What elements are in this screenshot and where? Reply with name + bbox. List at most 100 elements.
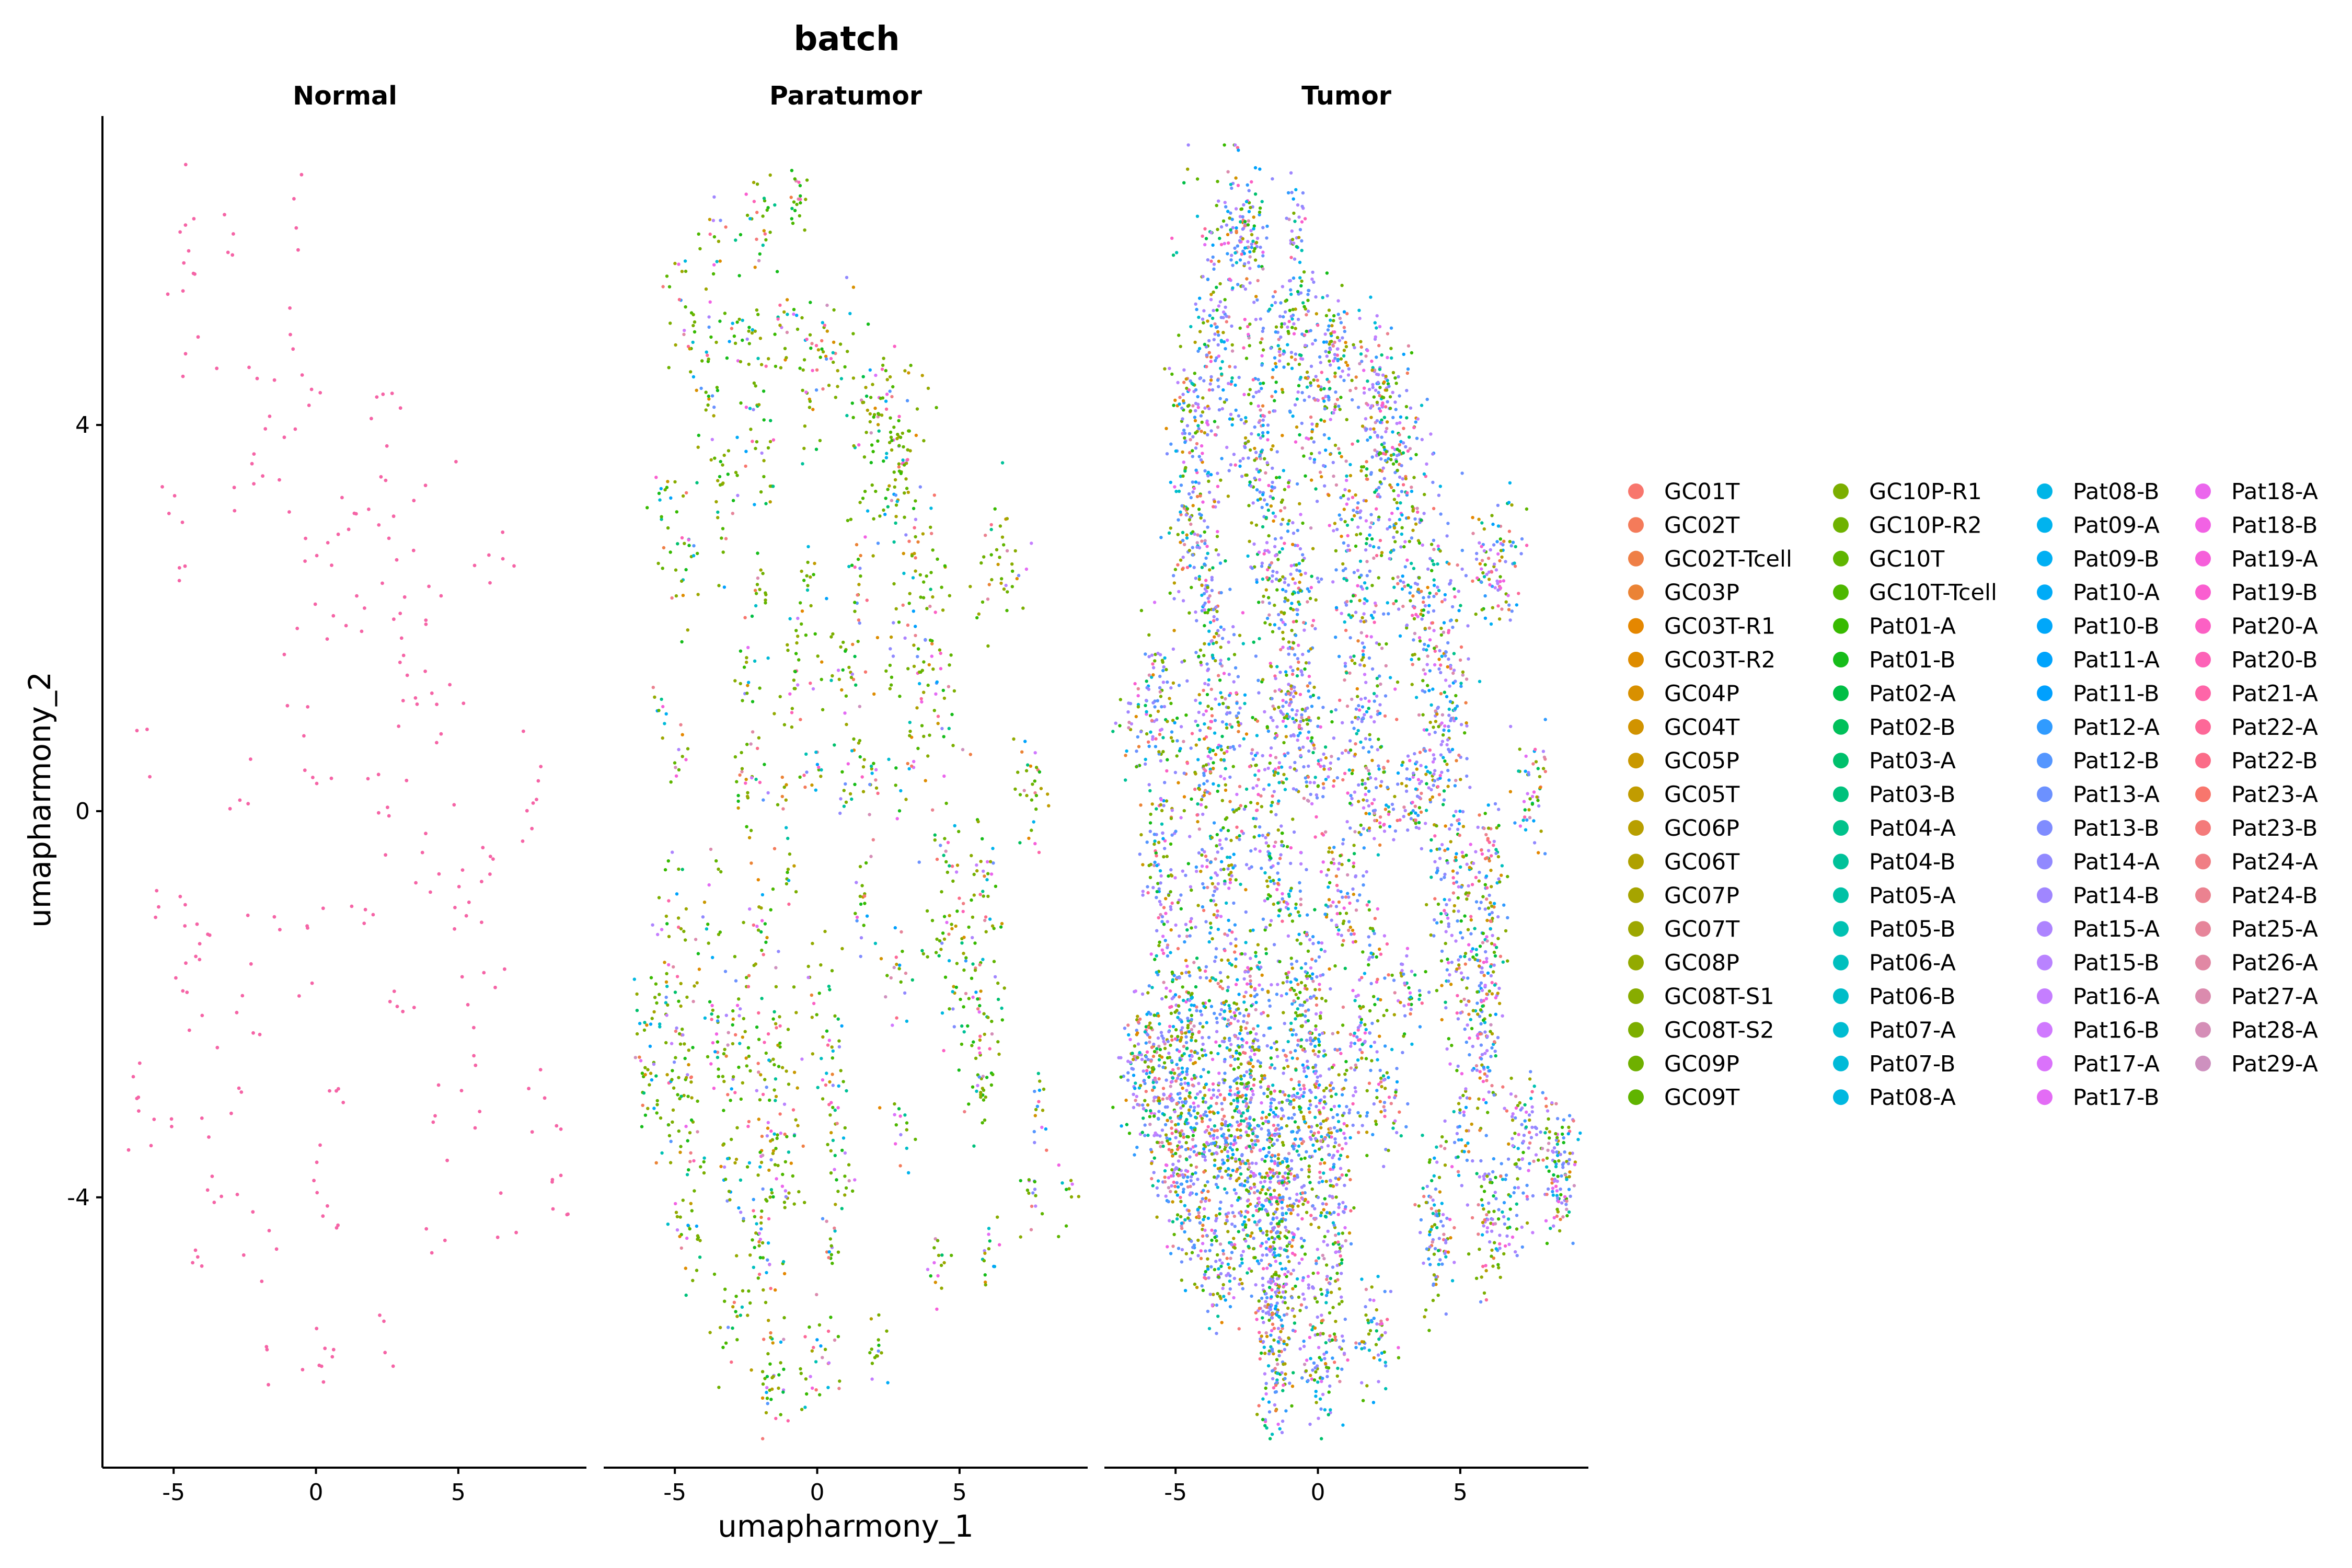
data-point <box>1204 579 1208 582</box>
data-point <box>1402 580 1405 584</box>
data-point <box>1377 518 1380 522</box>
data-point <box>177 566 181 570</box>
data-point <box>983 918 987 923</box>
data-point <box>1228 723 1232 727</box>
data-point <box>371 913 375 917</box>
data-point <box>1235 701 1239 705</box>
data-point <box>1229 211 1232 215</box>
data-point <box>874 768 878 771</box>
data-point <box>1317 580 1321 584</box>
data-point <box>788 852 792 856</box>
data-point <box>1382 612 1386 616</box>
data-point <box>1287 691 1290 696</box>
data-point <box>853 601 857 604</box>
data-point <box>1200 798 1204 802</box>
data-point <box>1334 636 1338 639</box>
data-point <box>1250 243 1253 246</box>
data-point <box>1396 506 1400 511</box>
data-point <box>885 378 889 382</box>
data-point <box>987 1232 990 1236</box>
data-point <box>1159 695 1163 698</box>
data-point <box>746 684 750 687</box>
data-point <box>845 1089 848 1093</box>
data-point <box>971 1085 975 1089</box>
data-point <box>1241 457 1245 460</box>
data-point <box>817 991 821 995</box>
data-point <box>1253 773 1257 777</box>
data-point <box>671 850 674 854</box>
data-point <box>1025 1189 1030 1192</box>
data-point <box>677 1129 681 1133</box>
data-point <box>706 403 710 407</box>
data-point <box>1209 720 1214 723</box>
data-point <box>1185 507 1190 511</box>
data-point <box>773 1010 776 1014</box>
data-point <box>810 993 814 997</box>
data-point <box>1217 408 1221 412</box>
data-point <box>763 1041 766 1044</box>
data-point <box>878 514 882 518</box>
data-point <box>1213 420 1217 423</box>
data-point <box>1363 782 1367 786</box>
data-point <box>1293 685 1296 689</box>
data-point <box>892 540 896 544</box>
data-point <box>1198 534 1202 538</box>
data-point <box>906 448 909 452</box>
data-point <box>1373 448 1377 452</box>
data-point <box>1440 740 1445 743</box>
data-point <box>1018 793 1022 797</box>
data-point <box>1208 727 1212 730</box>
data-point <box>894 515 898 518</box>
data-point <box>680 270 684 273</box>
data-point <box>1502 579 1506 583</box>
data-point <box>1373 490 1377 494</box>
data-point <box>1203 539 1207 543</box>
data-point <box>808 1325 811 1329</box>
data-point <box>1281 587 1285 592</box>
data-point <box>719 218 722 222</box>
data-point <box>1206 585 1209 590</box>
data-point <box>948 594 952 597</box>
data-point <box>871 838 875 841</box>
data-point <box>1207 608 1210 612</box>
data-point <box>1315 796 1319 800</box>
data-point <box>1300 713 1304 717</box>
data-point <box>424 622 428 626</box>
data-point <box>937 954 941 958</box>
data-point <box>1299 284 1303 287</box>
data-point <box>978 963 982 967</box>
data-point <box>981 1075 985 1078</box>
data-point <box>982 869 985 873</box>
data-point <box>1330 340 1333 343</box>
data-point <box>1426 610 1430 614</box>
data-point <box>786 836 790 840</box>
data-point <box>823 324 827 327</box>
data-point <box>1254 240 1259 245</box>
data-point <box>649 976 653 979</box>
data-point <box>1261 525 1265 529</box>
data-point <box>1261 423 1265 427</box>
data-point <box>675 1026 678 1030</box>
data-point <box>769 1188 774 1192</box>
data-point <box>681 1033 685 1037</box>
data-point <box>1373 811 1376 815</box>
data-point <box>895 962 898 966</box>
data-point <box>1259 382 1262 385</box>
data-point <box>1179 540 1182 544</box>
data-point <box>872 692 876 696</box>
data-point <box>1177 781 1180 785</box>
data-point <box>1273 736 1277 740</box>
data-point <box>1206 683 1210 687</box>
data-point <box>1407 435 1411 439</box>
data-point <box>1212 308 1215 313</box>
data-point <box>1197 481 1201 485</box>
data-point <box>1398 634 1402 638</box>
data-point <box>992 1264 996 1269</box>
data-point <box>435 741 439 745</box>
data-point <box>713 1050 717 1054</box>
data-point <box>746 1046 751 1050</box>
data-point <box>1527 773 1531 777</box>
data-point <box>889 635 893 639</box>
data-point <box>1439 671 1443 675</box>
data-point <box>1406 754 1410 758</box>
